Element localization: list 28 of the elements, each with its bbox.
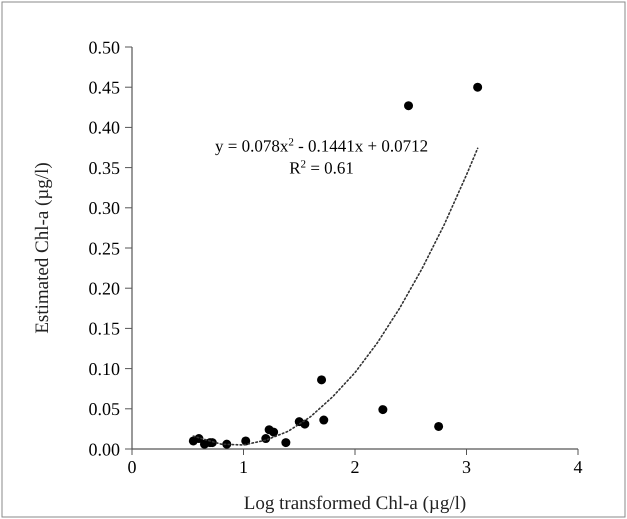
x-tick-label: 0 [128, 457, 136, 477]
y-tick-label: 0.45 [88, 78, 120, 98]
point [378, 405, 388, 414]
y-axis-title: Estimated Chl-a (µg/l) [32, 162, 53, 334]
x-tick-label: 1 [239, 457, 248, 477]
y-tick-label: 0.10 [88, 358, 120, 379]
x-tick-label: 3 [462, 457, 471, 477]
y-tick-label: 0.00 [88, 439, 120, 460]
x-tick-label: 2 [350, 457, 360, 477]
point [269, 428, 278, 437]
annotation: y = 0.078x$^{2}$ - 0.1441x + 0.0712 [214, 136, 428, 156]
point [404, 101, 414, 110]
y-tick-label: 0.25 [88, 238, 120, 258]
point [473, 82, 482, 92]
y-tick-label: 0.50 [88, 37, 120, 58]
annotation: R$^{2}$ = 0.61 [289, 158, 354, 178]
point [319, 416, 328, 425]
point [281, 438, 290, 448]
y-tick-label: 0.40 [88, 118, 120, 138]
point [434, 422, 444, 431]
point [317, 375, 326, 384]
x-axis-title: Log transformed Chl-a (µg/l) [244, 493, 466, 514]
y-tick-label: 0.05 [88, 399, 120, 420]
y-tick-label: 0.15 [88, 318, 120, 339]
x-tick-label: 4 [574, 457, 582, 477]
y-tick-label: 0.35 [88, 158, 120, 178]
y-tick-label: 0.30 [88, 198, 120, 218]
y-tick-label: 0.20 [88, 278, 120, 298]
